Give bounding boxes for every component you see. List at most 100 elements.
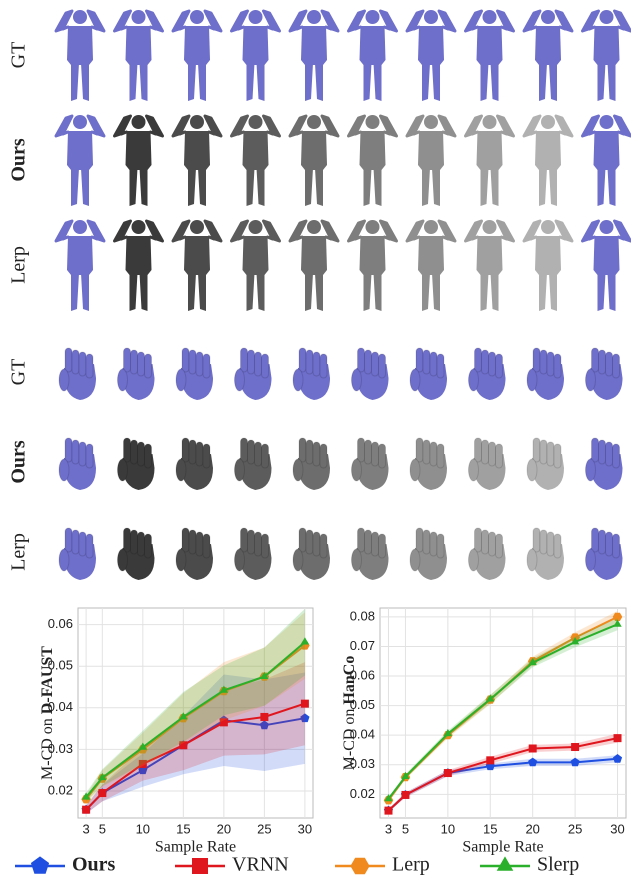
y-tick-label: 0.08 — [350, 608, 375, 623]
torso — [535, 236, 561, 275]
finger — [423, 440, 430, 464]
row-label: GT — [8, 359, 30, 386]
torso — [126, 236, 152, 275]
x-tick-label: 5 — [99, 821, 106, 836]
torso — [477, 131, 503, 170]
row-label: Lerp — [8, 246, 30, 284]
hand-shape — [469, 528, 506, 580]
finger — [72, 440, 79, 464]
finger — [65, 528, 72, 552]
finger — [372, 352, 379, 376]
legs — [130, 168, 148, 206]
hand-shape — [59, 528, 96, 580]
marker — [571, 743, 579, 751]
head — [600, 10, 614, 24]
head — [424, 115, 438, 129]
thumb — [352, 459, 362, 481]
finger — [430, 532, 437, 556]
finger — [592, 438, 599, 462]
torso — [243, 236, 269, 275]
head — [541, 10, 555, 24]
hand-shape — [352, 348, 389, 400]
torso — [184, 236, 210, 275]
legs — [539, 168, 557, 206]
body-shape — [115, 115, 163, 206]
finger — [189, 440, 196, 464]
head — [366, 115, 380, 129]
thumb — [469, 459, 479, 481]
torso — [184, 131, 210, 170]
hand-shape — [293, 348, 330, 400]
legs — [71, 273, 89, 311]
finger — [613, 444, 620, 468]
finger — [554, 354, 561, 378]
head — [190, 220, 204, 234]
head — [132, 10, 146, 24]
x-axis-label: Sample Rate — [155, 839, 236, 856]
thumb — [586, 549, 596, 571]
torso — [243, 131, 269, 170]
finger — [592, 528, 599, 552]
head — [424, 10, 438, 24]
finger — [203, 444, 210, 468]
y-axis-label: M-CD on D-FAUST — [39, 646, 56, 780]
body-shape — [524, 115, 572, 206]
hand-shape — [59, 348, 96, 400]
legs — [598, 273, 616, 311]
finger — [145, 534, 152, 558]
finger — [437, 444, 444, 468]
marker — [614, 734, 622, 742]
thumb — [59, 549, 69, 571]
finger — [196, 352, 203, 376]
finger — [482, 530, 489, 554]
finger — [365, 530, 372, 554]
legs — [130, 273, 148, 311]
finger — [489, 442, 496, 466]
finger — [299, 348, 306, 372]
head — [132, 220, 146, 234]
finger — [475, 528, 482, 552]
thumb — [176, 549, 186, 571]
finger — [72, 350, 79, 374]
thumb — [586, 459, 596, 481]
x-tick-label: 20 — [217, 821, 231, 836]
finger — [138, 352, 145, 376]
x-axis-label: Sample Rate — [462, 839, 543, 856]
thumb — [59, 369, 69, 391]
finger — [255, 442, 262, 466]
body-shape — [290, 115, 338, 206]
finger — [241, 438, 248, 462]
finger — [430, 442, 437, 466]
thumb — [352, 549, 362, 571]
body-shape — [115, 220, 163, 311]
finger — [79, 532, 86, 556]
finger — [533, 348, 540, 372]
torso — [594, 236, 620, 275]
finger — [320, 354, 327, 378]
legs — [539, 63, 557, 101]
hand-shape — [59, 438, 96, 490]
marker — [82, 806, 90, 814]
hand-shape — [410, 528, 447, 580]
legs — [364, 273, 382, 311]
finger — [131, 350, 138, 374]
finger — [79, 352, 86, 376]
finger — [124, 528, 131, 552]
y-tick-label: 0.02 — [350, 786, 375, 801]
x-tick-label: 25 — [257, 821, 271, 836]
torso — [126, 26, 152, 65]
head — [541, 115, 555, 129]
body-shape — [407, 10, 455, 101]
finger — [547, 532, 554, 556]
finger — [241, 528, 248, 552]
thumb — [527, 459, 537, 481]
thumb — [235, 549, 245, 571]
hand-shape — [527, 528, 564, 580]
finger — [547, 442, 554, 466]
thumb — [469, 369, 479, 391]
finger — [379, 444, 386, 468]
thumb — [352, 369, 362, 391]
torso — [477, 26, 503, 65]
y-axis-label-text: M-CD on — [341, 709, 358, 771]
body-shape — [173, 10, 221, 101]
